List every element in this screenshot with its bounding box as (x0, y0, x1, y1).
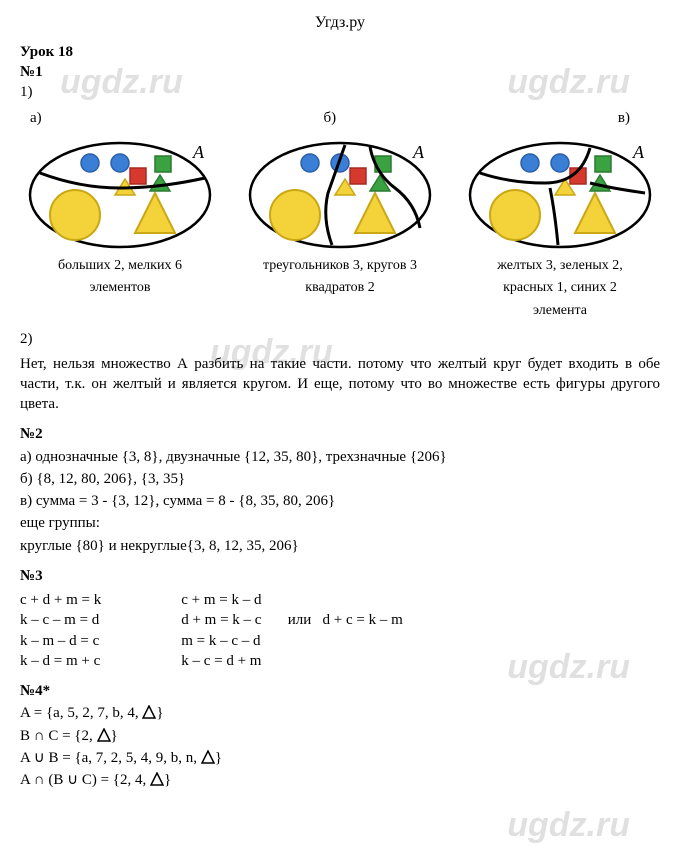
section-n2: №2 (20, 424, 660, 444)
lesson-title: Урок 18 (20, 42, 660, 62)
n4-l3s: } (215, 750, 222, 766)
venn-v: A желтых 3, зеленых 2, красных 1, синих … (460, 133, 660, 322)
svg-text:A: A (412, 142, 425, 162)
n3-equations: c + d + m = k k – c – m = d k – m – d = … (20, 590, 660, 671)
caption-b2: квадратов 2 (240, 279, 440, 298)
n4-l2: B ∩ C = {2, } (20, 726, 660, 746)
n4-l1p: A = {a, 5, 2, 7, b, 4, (20, 705, 142, 721)
section-n3: №3 (20, 566, 660, 586)
venn-a-svg: A (20, 133, 220, 253)
triangle-icon (142, 705, 156, 719)
n4-l4s: } (164, 772, 171, 788)
n4-l3: A ∪ B = {a, 7, 2, 5, 4, 9, b, n, } (20, 748, 660, 768)
n4-l2s: } (111, 728, 118, 744)
svg-text:A: A (632, 142, 645, 162)
section-n4: №4* (20, 681, 660, 701)
page-header: Угдз.ру (20, 12, 660, 34)
label-v: в) (618, 108, 630, 128)
venn-b-svg: A (240, 133, 440, 253)
n2-v: в) сумма = 3 - {3, 12}, сумма = 8 - {8, … (20, 491, 660, 511)
caption-v1: желтых 3, зеленых 2, (460, 257, 660, 276)
caption-a2: элементов (20, 279, 220, 298)
triangle-icon (201, 750, 215, 764)
triangle-icon (150, 772, 164, 786)
section-n1: №1 (20, 62, 660, 82)
n3-col1: c + d + m = k k – c – m = d k – m – d = … (20, 590, 101, 671)
venn-b: A треугольников 3, кругов 3 квадратов 2 (240, 133, 440, 322)
n1-sub2: 2) (20, 329, 660, 349)
n3-col2: c + m = k – d d + m = k – c или d + c = … (181, 590, 403, 671)
n4-l4p: A ∩ (B ∪ C) = {2, 4, (20, 772, 150, 788)
venn-labels: а) б) в) (20, 108, 660, 128)
n2-more2: круглые {80} и некруглые{3, 8, 12, 35, 2… (20, 536, 660, 556)
n4-l2p: B ∩ C = {2, (20, 728, 97, 744)
n1-text2: Нет, нельзя множество А разбить на такие… (20, 354, 660, 415)
label-a: а) (30, 108, 42, 128)
venn-v-svg: A (460, 133, 660, 253)
venn-a: A больших 2, мелких 6 элеме (20, 133, 220, 322)
label-b: б) (323, 108, 336, 128)
watermark: ugdz.ru (507, 803, 630, 849)
n2-a: а) однозначные {3, 8}, двузначные {12, 3… (20, 447, 660, 467)
caption-b1: треугольников 3, кругов 3 (240, 257, 440, 276)
caption-v2: красных 1, синих 2 (460, 279, 660, 298)
n2-more1: еще группы: (20, 513, 660, 533)
n1-sub1: 1) (20, 82, 660, 102)
caption-a1: больших 2, мелких 6 (20, 257, 220, 276)
n2-b: б) {8, 12, 80, 206}, {3, 35} (20, 469, 660, 489)
n4-l4: A ∩ (B ∪ C) = {2, 4, } (20, 770, 660, 790)
triangle-icon (97, 728, 111, 742)
n4-l3p: A ∪ B = {a, 7, 2, 5, 4, 9, b, n, (20, 750, 201, 766)
venn-row: A больших 2, мелких 6 элеме (20, 133, 660, 322)
caption-v3: элемента (460, 302, 660, 321)
n4-l1: A = {a, 5, 2, 7, b, 4, } (20, 703, 660, 723)
letter-a: A (192, 142, 205, 162)
n4-l1s: } (156, 705, 163, 721)
